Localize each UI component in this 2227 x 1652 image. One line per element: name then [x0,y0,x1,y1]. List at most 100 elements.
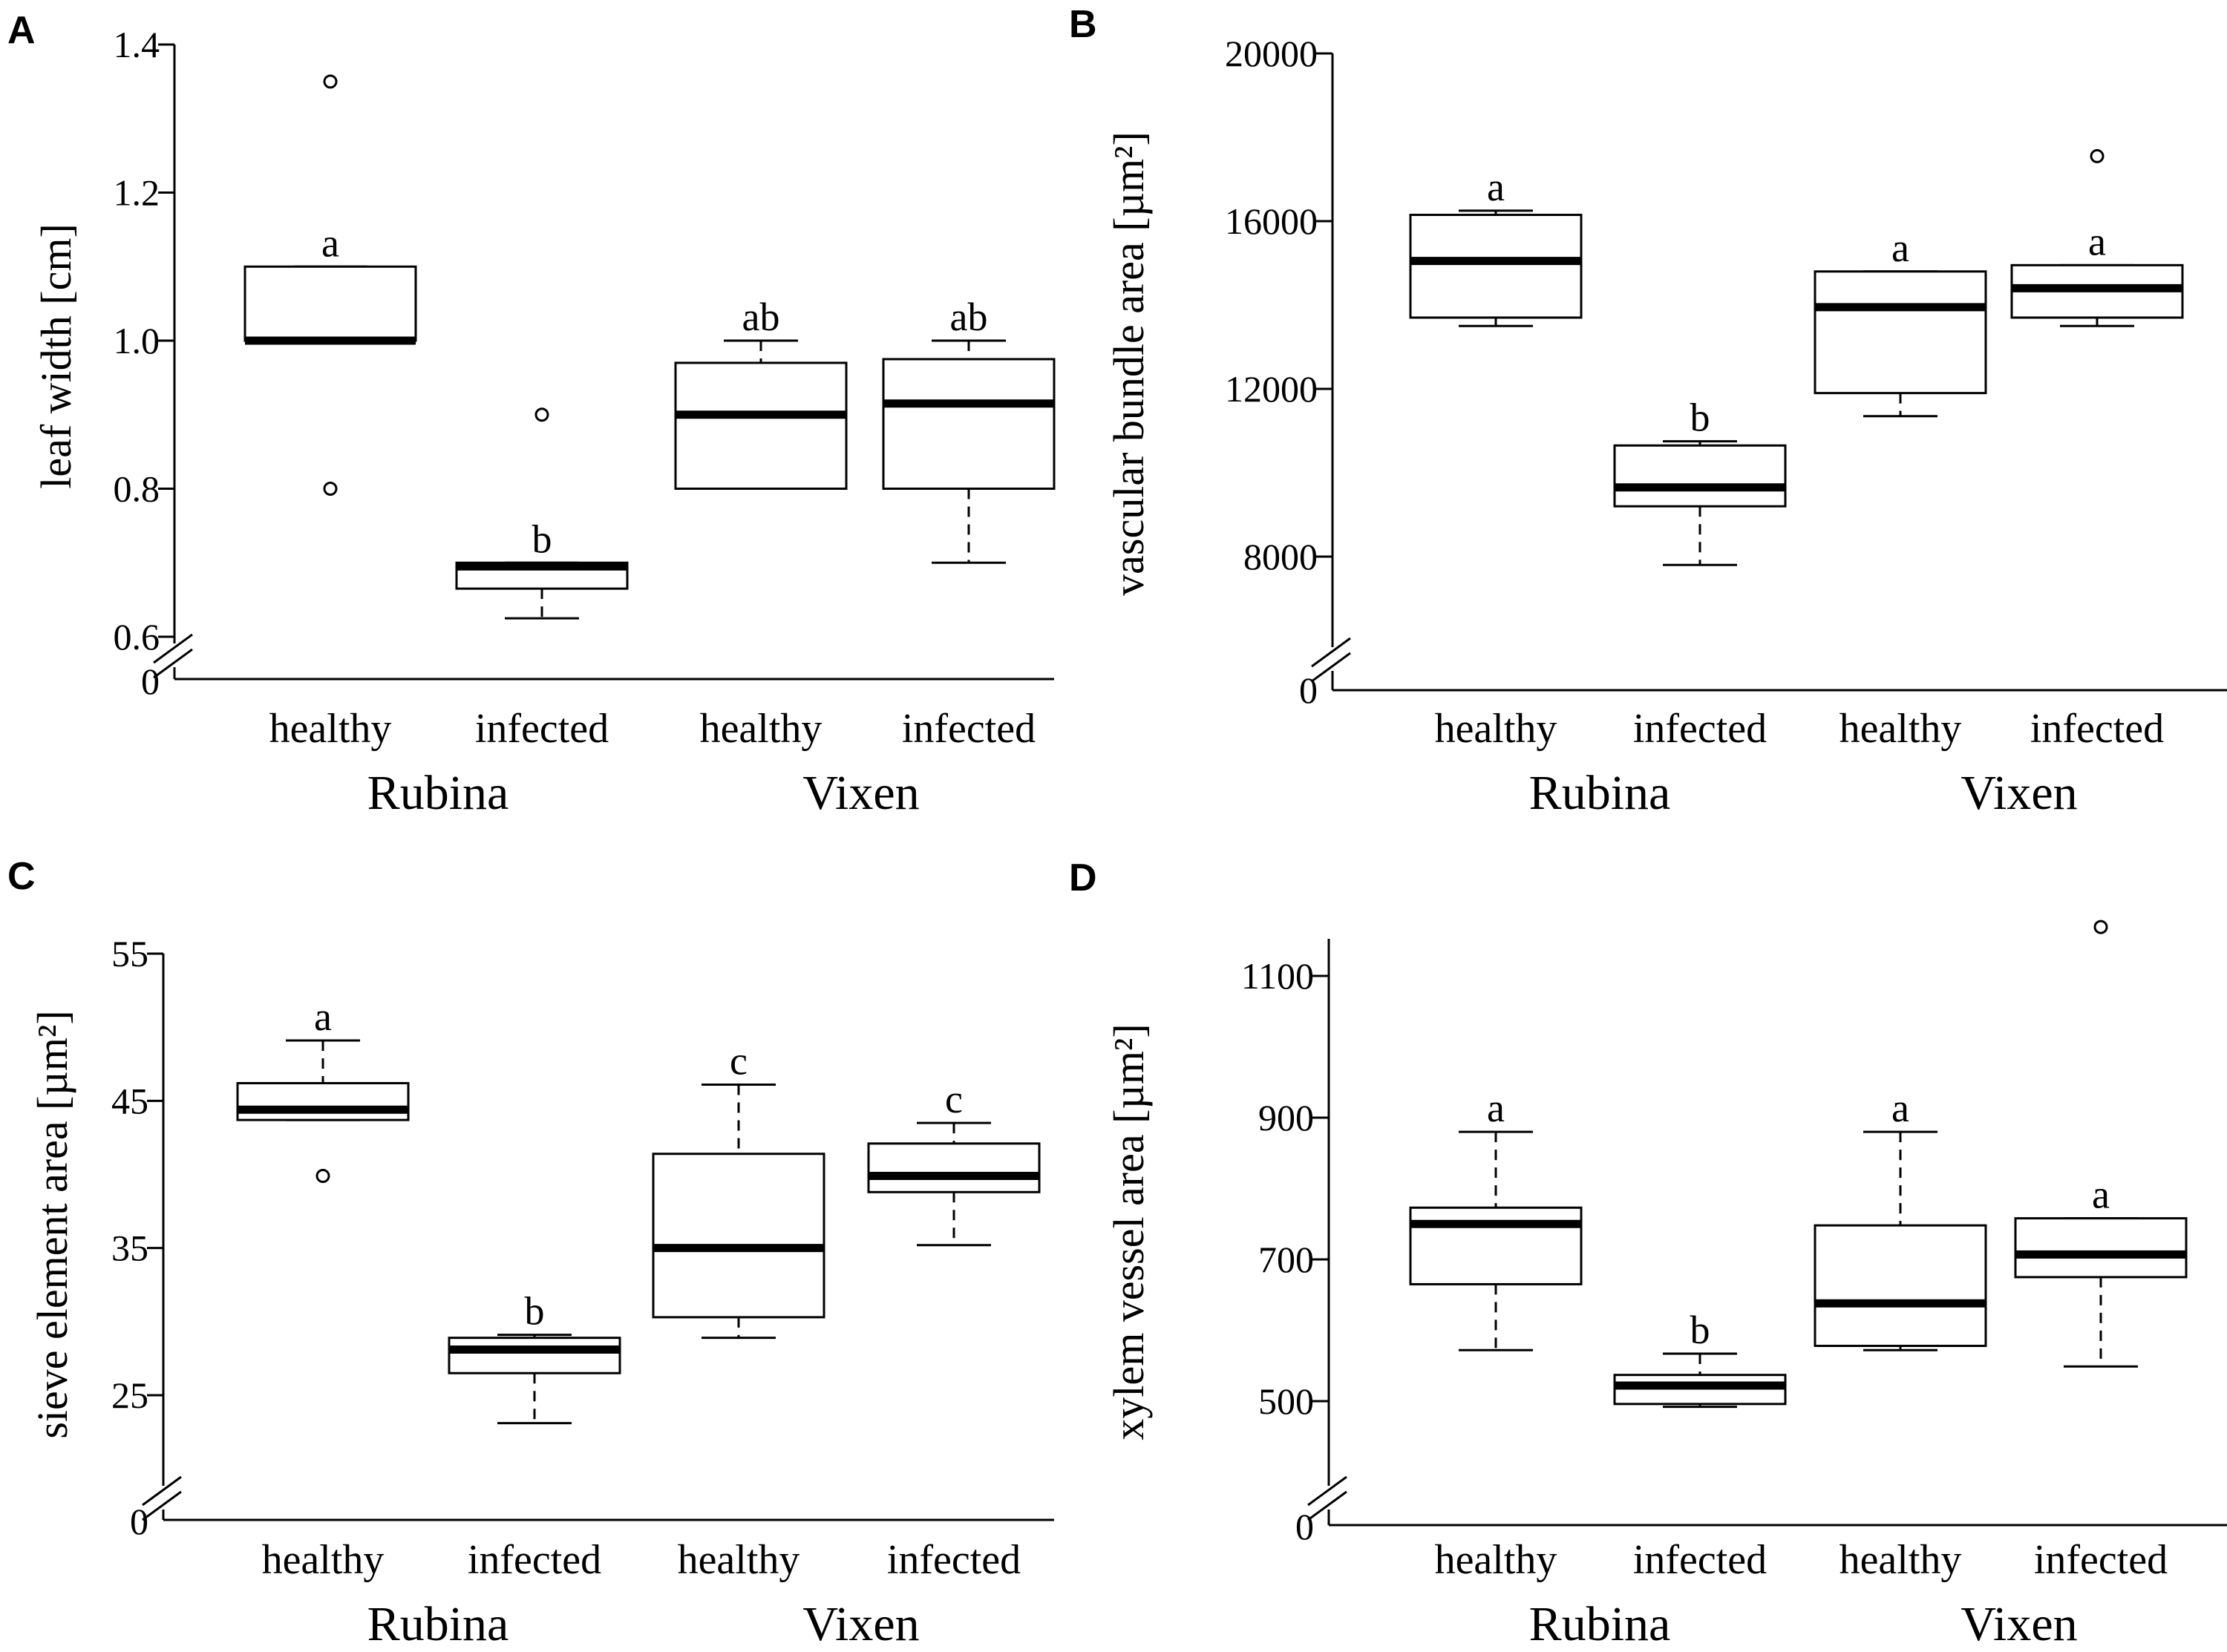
y-axis-label: sieve element area [µm²] [28,1010,76,1438]
box-iqr [674,361,848,490]
outlier-point [323,482,338,496]
significance-letter: a [1891,226,1909,270]
group-label: Vixen [1961,1597,2077,1651]
y-tick-label: 1100 [1241,955,1314,997]
category-label: healthy [1840,1537,1962,1583]
box-4: c [867,1077,1041,1247]
box-iqr [1814,270,1987,395]
group-label: Rubina [1529,766,1671,820]
category-label: healthy [262,1537,385,1583]
chart-panel-b: B 20000 16000 12000 8000 0 vascular bundle are… [1069,3,2227,820]
significance-letter: b [1690,1308,1710,1352]
y-tick-label: 1.4 [114,24,160,65]
significance-letter: a [321,220,339,265]
outlier-point [2093,920,2108,934]
group-label: Vixen [802,1597,919,1651]
panel-letter: C [7,855,36,898]
category-label: infected [475,706,609,752]
y-tick-label: 12000 [1225,368,1318,410]
group-label: Rubina [367,1597,509,1651]
y-tick-label: 500 [1258,1380,1314,1422]
box-2: b [448,1289,621,1425]
box-iqr [1409,214,1583,319]
outlier-point [323,74,338,89]
significance-letter: a [314,994,332,1039]
axis-break-mark [142,1475,182,1507]
significance-letter: a [2088,219,2106,263]
category-label: healthy [700,706,823,752]
box-1: a [1409,1086,1583,1351]
y-tick-label: 25 [111,1374,148,1416]
category-label: healthy [269,706,392,752]
box-iqr [2014,1217,2188,1279]
y-tick-label: 900 [1258,1097,1314,1138]
y-tick-label-zero: 0 [1299,669,1318,711]
category-label: infected [887,1537,1021,1583]
box-iqr [1409,1206,1583,1285]
significance-letter: c [945,1077,963,1121]
group-label: Vixen [802,766,919,820]
y-axis-label: xylem vessel area [µm²] [1105,1023,1153,1440]
significance-letter: ab [950,295,988,339]
box-3: a [1814,1086,1987,1351]
significance-letter: b [525,1289,545,1334]
y-axis-label: leaf width [cm] [32,223,80,489]
outlier-point [2090,148,2105,163]
y-tick-label-zero: 0 [130,1501,148,1542]
category-label: infected [2034,1537,2168,1583]
significance-letter: a [1891,1086,1909,1130]
box-4: ab [882,295,1056,564]
category-label: healthy [1435,1537,1557,1583]
box-iqr [448,1337,621,1374]
significance-letter: b [1690,396,1710,440]
y-tick-label: 700 [1258,1239,1314,1280]
box-3: ab [674,295,848,490]
chart-panel-d: D 1100 900 700 500 0 xylem vessel area [µm²] a h… [1069,856,2227,1651]
box-iqr [882,358,1056,490]
box-iqr [243,265,417,342]
panel-letter: D [1069,856,1097,899]
box-3: a [1814,226,1987,418]
axis-break-mark [1307,1475,1347,1507]
group-label: Vixen [1961,766,2077,820]
chart-panel-a: A 1.4 1.2 1.0 0.8 0.60 leaf width [cm] a healthy… [7,9,1056,820]
group-label: Rubina [367,766,509,820]
axis-break-mark [1311,652,1351,683]
box-2: b [1613,1308,1787,1409]
y-tick-label: 1.2 [114,172,160,214]
y-tick-label: 8000 [1243,536,1318,577]
y-tick-label: 20000 [1225,33,1318,74]
significance-letter: b [532,517,552,561]
y-tick-label: 0.8 [114,468,160,510]
category-label: healthy [1840,706,1962,752]
category-label: healthy [678,1537,800,1583]
outlier-point [534,407,549,422]
box-3: c [652,1039,825,1340]
panel-letter: A [7,9,36,52]
box-4: a [2014,920,2188,1368]
y-tick-label: 55 [111,933,148,974]
significance-letter: c [730,1039,748,1084]
box-iqr [1613,444,1787,508]
box-1: a [1409,165,1583,327]
category-label: infected [2030,706,2164,752]
axis-break-mark [153,648,193,679]
box-iqr [236,1082,410,1121]
box-2: b [455,407,629,620]
y-tick-label: 16000 [1225,200,1318,242]
box-1: a [236,994,410,1183]
axis-break-mark [1311,637,1351,668]
category-label: infected [902,706,1036,752]
y-axis-label: vascular bundle area [µm²] [1105,131,1153,596]
box-1: a [243,74,417,496]
axis-break-mark [142,1490,182,1521]
y-tick-label: 35 [111,1227,148,1269]
category-label: infected [468,1537,601,1583]
panel-letter: B [1069,3,1097,46]
significance-letter: a [1487,1086,1505,1130]
y-tick-label: 45 [111,1080,148,1121]
significance-letter: ab [742,295,780,339]
significance-letter: a [2092,1173,2110,1217]
y-tick-label: 0.6 [114,616,160,658]
